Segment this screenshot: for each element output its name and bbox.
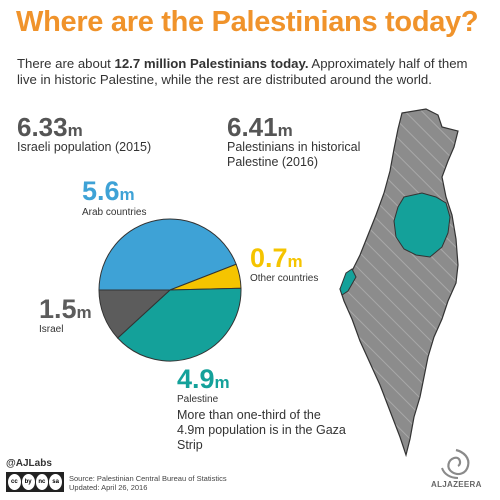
map-land-shape — [339, 108, 459, 458]
ajlabs-handle: @AJLabs — [6, 458, 52, 469]
source-note: Source: Palestinian Central Bureau of St… — [69, 474, 227, 492]
page-subtitle: There are about 12.7 million Palestinian… — [17, 56, 487, 88]
map-west-bank — [393, 192, 451, 258]
historic-palestine-label: Palestinians in historical Palestine (20… — [227, 140, 361, 169]
gaza-note: More than one-third of the 4.9m populati… — [177, 408, 346, 452]
pie-slice-arab-countries — [98, 218, 237, 291]
map-gaza-strip — [339, 268, 357, 296]
historic-palestine-value: 6.41m — [227, 112, 293, 142]
historic-palestine-map — [339, 108, 459, 458]
subtitle-bold: 12.7 million Palestinians today. — [114, 56, 309, 71]
israeli-population-value: 6.33m — [17, 112, 83, 142]
page-title: Where are the Palestinians today? — [16, 6, 479, 38]
slice-label-value-israel: 1.5m — [39, 294, 92, 324]
sa-icon: sa — [49, 474, 62, 490]
slice-label-value-palestine: 4.9m — [177, 364, 230, 394]
slice-label-value-other: 0.7m — [250, 243, 303, 273]
cc-icon: cc — [8, 474, 21, 490]
pie-slice-israel — [98, 289, 172, 339]
slice-label-text-other: Other countries — [250, 273, 319, 284]
slice-label-text-palestine: Palestine — [177, 394, 219, 405]
cc-license-icon: cc by nc sa — [6, 472, 64, 492]
aljazeera-logo-text: ALJAZEERA — [431, 480, 482, 489]
pie-slice-palestine — [116, 287, 242, 362]
nc-icon: nc — [35, 474, 49, 490]
slice-label-value-arab: 5.6m — [82, 176, 135, 206]
subtitle-rest: Approximately half of them live in histo… — [17, 56, 468, 87]
slice-label-text-arab: Arab countries — [82, 207, 147, 218]
israeli-population-label: Israeli population (2015) — [17, 140, 152, 154]
slice-label-text-israel: Israel — [39, 324, 64, 335]
by-icon: by — [21, 474, 35, 490]
subtitle-lead: There are about — [17, 56, 115, 71]
aljazeera-logo-icon — [441, 448, 470, 479]
